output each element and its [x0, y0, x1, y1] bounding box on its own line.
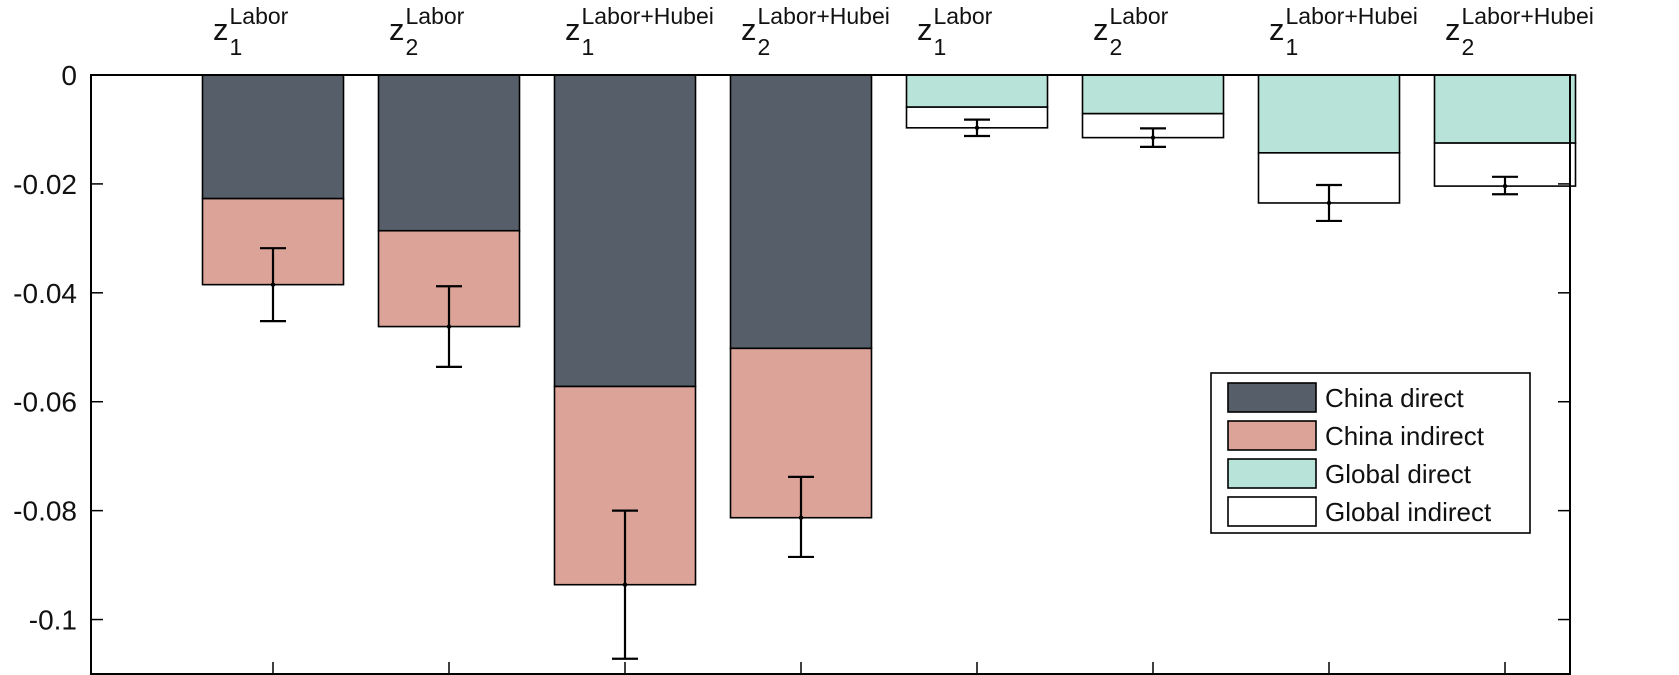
x-tick-superscript-4: Labor — [934, 3, 993, 29]
x-tick-label-4: z — [917, 12, 933, 47]
error-bar-center-5 — [1150, 135, 1156, 140]
x-tick-label-3: z — [741, 12, 757, 47]
legend-swatch-2 — [1227, 458, 1317, 489]
y-axis: 0 -0.02 -0.04 -0.06 -0.08 -0.1 — [13, 60, 1570, 636]
x-tick-label-0: z — [213, 12, 229, 47]
y-tick-label: -0.04 — [13, 278, 77, 309]
x-tick-subscript-2: 1 — [582, 34, 595, 60]
error-bar-center-2 — [622, 582, 628, 587]
legend-label-2: Global direct — [1325, 459, 1472, 489]
x-tick-superscript-2: Labor+Hubei — [582, 3, 714, 29]
legend: China direct China indirect Global direct G… — [1210, 372, 1531, 534]
legend-label-1: China indirect — [1325, 421, 1485, 451]
x-tick-subscript-4: 1 — [934, 34, 947, 60]
x-tick-subscript-5: 2 — [1110, 34, 1123, 60]
bars-layer — [201, 74, 1577, 586]
error-bar-center-6 — [1326, 200, 1332, 206]
x-tick-subscript-3: 2 — [758, 34, 771, 60]
y-tick-label: -0.08 — [13, 496, 77, 527]
x-tick-superscript-6: Labor+Hubei — [1286, 3, 1418, 29]
legend-label-0: China direct — [1325, 383, 1465, 413]
error-bar-center-1 — [446, 324, 452, 329]
bar-segment-2-4 — [905, 74, 1049, 108]
x-tick-subscript-6: 1 — [1286, 34, 1299, 60]
x-tick-subscript-7: 2 — [1462, 34, 1475, 60]
error-bar-center-4 — [974, 125, 980, 131]
legend-swatch-0 — [1227, 382, 1317, 413]
legend-label-3: Global indirect — [1325, 497, 1492, 527]
error-bars-layer — [260, 118, 1518, 660]
plot-frame — [90, 74, 1571, 675]
x-tick-superscript-1: Labor — [406, 3, 465, 29]
bar-segment-0-3 — [729, 74, 873, 350]
y-tick-label: -0.06 — [13, 387, 77, 418]
x-tick-superscript-7: Labor+Hubei — [1462, 3, 1594, 29]
error-bar-center-3 — [798, 515, 804, 520]
bar-segment-0-2 — [553, 74, 697, 388]
bar-segment-2-5 — [1081, 74, 1225, 115]
x-tick-superscript-5: Labor — [1110, 3, 1169, 29]
error-bar-center-0 — [270, 282, 276, 287]
y-tick-label: -0.1 — [29, 605, 77, 636]
x-tick-label-2: z — [565, 12, 581, 47]
bar-segment-2-6 — [1257, 74, 1401, 154]
x-tick-label-5: z — [1093, 12, 1109, 47]
x-tick-subscript-0: 1 — [230, 34, 243, 60]
x-tick-label-1: z — [389, 12, 405, 47]
legend-swatch-3 — [1227, 496, 1317, 527]
x-tick-superscript-0: Labor — [230, 3, 289, 29]
x-tick-label-6: z — [1269, 12, 1285, 47]
bar-segment-0-0 — [201, 74, 345, 200]
bar-segment-2-7 — [1433, 74, 1577, 144]
legend-swatch-1 — [1227, 420, 1317, 451]
error-bar-center-7 — [1502, 183, 1508, 189]
x-tick-subscript-1: 2 — [406, 34, 419, 60]
x-tick-label-7: z — [1445, 12, 1461, 47]
y-tick-label: -0.02 — [13, 169, 77, 200]
x-tick-superscript-3: Labor+Hubei — [758, 3, 890, 29]
bar-segment-0-1 — [377, 74, 521, 232]
y-tick-label: 0 — [61, 60, 77, 91]
